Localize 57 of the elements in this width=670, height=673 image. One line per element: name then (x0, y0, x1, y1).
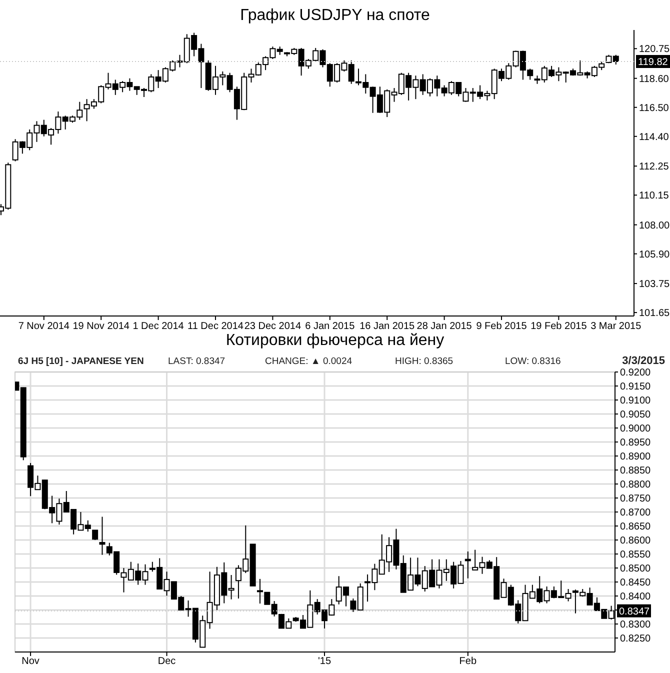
text: HIGH: 0.8365 (395, 356, 454, 367)
ref-line-label: 119.82 (638, 57, 668, 68)
y-tick-label: 0.8300 (620, 620, 652, 630)
text: LAST: 0.8347 (168, 356, 226, 367)
y-tick-label: 0.8900 (620, 452, 652, 462)
ref-line-label: 0.8347 (619, 606, 650, 618)
x-tick-label: Feb (459, 656, 477, 667)
x-tick-label: 19 Nov 2014 (72, 321, 130, 332)
x-tick-label: Nov (22, 656, 40, 667)
chart-subtitle: 6J H5 [10] - JAPANESE YEN (18, 356, 144, 367)
y-tick-label: 0.9100 (620, 396, 652, 406)
y-tick-label: 110.15 (639, 190, 670, 202)
y-tick-label: 0.8950 (620, 438, 652, 448)
y-tick-label: 0.8600 (620, 536, 652, 546)
x-tick-label: 11 Dec 2014 (188, 321, 244, 332)
y-tick-label: 0.8650 (620, 522, 652, 532)
candlestick (92, 530, 98, 540)
x-tick-label: 19 Feb 2015 (530, 321, 588, 332)
y-tick-label: 0.8400 (620, 592, 652, 602)
y-tick-label: 0.9050 (620, 410, 652, 420)
x-tick-label: Dec (158, 656, 176, 667)
y-tick-label: 0.8550 (620, 550, 652, 560)
text: CHANGE: ▲ 0.0024 (265, 356, 352, 367)
y-tick-label: 0.9000 (620, 424, 652, 434)
y-tick-label: 116.50 (639, 102, 670, 114)
chart-title: Котировки фьючерса на йену (226, 332, 444, 349)
x-tick-label: '15 (318, 656, 332, 667)
x-tick-label: 28 Jan 2015 (416, 321, 472, 332)
chart-title: График USDJPY на споте (240, 7, 430, 24)
candlestick (99, 516, 106, 556)
x-tick-label: 7 Nov 2014 (18, 321, 70, 332)
x-tick-label: 23 Dec 2014 (244, 321, 302, 332)
x-tick-label: 6 Jan 2015 (305, 321, 356, 332)
y-tick-label: 114.40 (639, 132, 670, 143)
y-tick-label: 0.9150 (620, 382, 652, 392)
x-tick-label: 1 Dec 2014 (132, 321, 184, 332)
y-tick-label: 105.90 (639, 249, 670, 260)
y-tick-label: 0.8800 (620, 480, 652, 490)
y-tick-label: 120.75 (639, 44, 670, 56)
text: LOW: 0.8316 (505, 356, 561, 367)
text: 3/3/2015 (622, 355, 665, 367)
y-tick-label: 112.25 (639, 162, 670, 173)
y-tick-label: 0.8450 (620, 578, 652, 588)
y-tick-label: 108.00 (639, 220, 670, 232)
y-tick-label: 101.65 (639, 308, 670, 320)
y-tick-label: 0.8750 (620, 494, 652, 504)
candlestick (256, 578, 263, 604)
y-tick-label: 0.9200 (620, 368, 652, 378)
x-tick-label: 9 Feb 2015 (476, 321, 528, 332)
y-tick-label: 118.60 (639, 74, 670, 85)
y-tick-label: 0.8700 (620, 508, 652, 518)
y-tick-label: 103.75 (639, 279, 670, 290)
y-tick-label: 0.8500 (620, 564, 652, 574)
y-tick-label: 0.8250 (620, 634, 652, 644)
x-tick-label: 16 Jan 2015 (360, 321, 416, 332)
x-tick-label: 3 Mar 2015 (590, 321, 642, 332)
y-tick-label: 0.8850 (620, 466, 652, 476)
